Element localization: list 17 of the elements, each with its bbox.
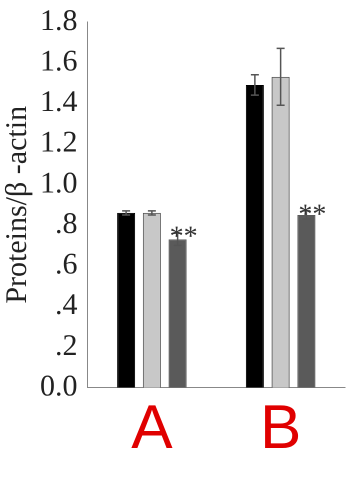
y-tick-label: 1.6 xyxy=(40,44,78,78)
y-tick-label: .6 xyxy=(55,248,78,281)
x-tick-label: B xyxy=(260,392,302,462)
bar xyxy=(117,212,136,388)
x-tick-label: A xyxy=(131,392,174,462)
y-tick-label: .8 xyxy=(55,206,78,240)
y-tick-label: 1.4 xyxy=(40,85,78,118)
y-tick-label: .4 xyxy=(55,288,78,322)
y-axis-title: Proteins/β -actin xyxy=(0,106,33,304)
y-tick-label: 0.0 xyxy=(40,369,78,402)
annotation: ** xyxy=(298,198,326,230)
bar xyxy=(246,84,264,388)
y-tick-label: 1.8 xyxy=(40,4,78,37)
y-tick-label: .2 xyxy=(55,328,78,362)
annotation: ** xyxy=(170,221,198,252)
y-tick-label: 1.2 xyxy=(40,126,78,159)
y-tick-label: 1.0 xyxy=(40,166,78,200)
